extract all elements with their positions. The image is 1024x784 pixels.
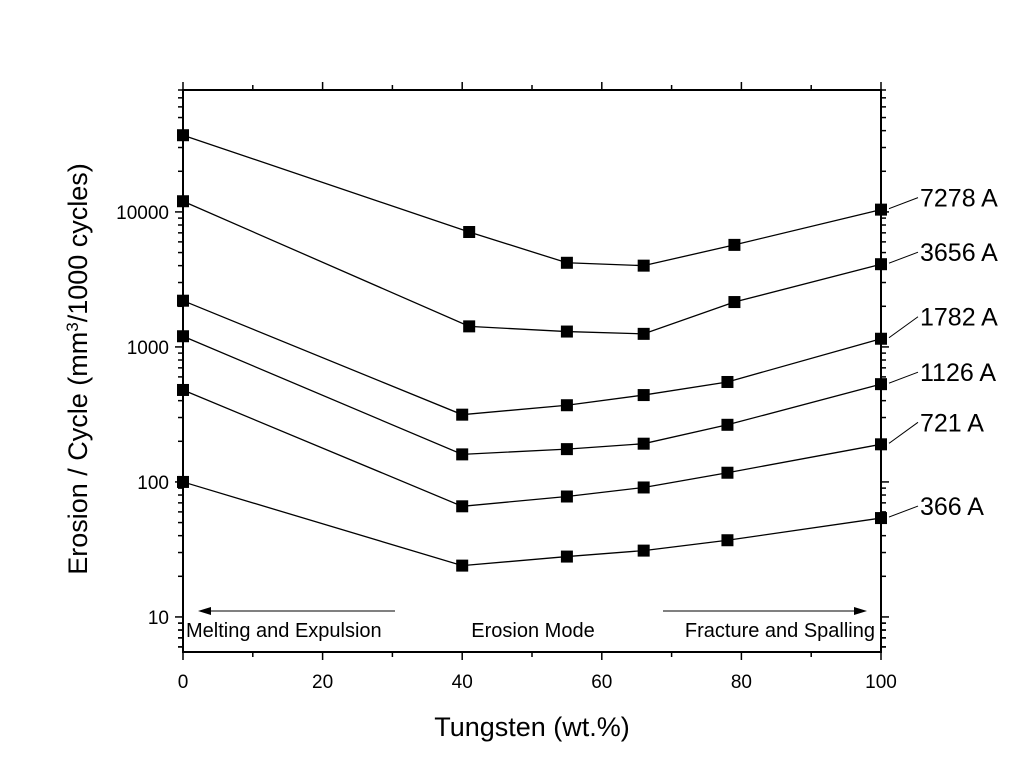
- annotation-melting-and-expulsion: Melting and Expulsion: [186, 620, 382, 642]
- data-point: [637, 481, 650, 494]
- series-366-a: [177, 475, 887, 572]
- data-point: [721, 466, 734, 479]
- left-arrow-head: [198, 607, 211, 615]
- x-axis: 0 20 40 60 80 100: [178, 82, 897, 693]
- x-tick-label: 60: [591, 672, 612, 693]
- x-axis-title: Tungsten (wt.%): [434, 712, 630, 742]
- y-tick-label: 1000: [127, 338, 169, 359]
- series-label: 366 A: [920, 493, 984, 521]
- series-line: [182, 335, 882, 456]
- series-label: 3656 A: [920, 239, 998, 267]
- data-point: [637, 389, 650, 402]
- data-point: [875, 378, 887, 391]
- data-point: [456, 408, 469, 421]
- y-axis-title-part-1: Erosion / Cycle (mm: [63, 332, 93, 575]
- right-arrow-head: [854, 607, 867, 615]
- y-axis-title-part-2: /1000 cycles): [63, 163, 93, 322]
- series-label-leader: [888, 251, 919, 264]
- data-point: [721, 534, 734, 547]
- series-label-leader: [888, 421, 919, 444]
- data-point: [456, 559, 469, 572]
- data-point: [875, 332, 887, 345]
- series-label: 721 A: [920, 409, 984, 437]
- series-line: [182, 481, 882, 567]
- series-label: 7278 A: [920, 185, 998, 213]
- data-point: [560, 490, 573, 503]
- data-point: [875, 258, 887, 271]
- data-point: [875, 438, 887, 451]
- data-point: [728, 296, 741, 309]
- data-point: [728, 238, 741, 251]
- series-line: [182, 134, 882, 267]
- x-tick-label: 80: [731, 672, 752, 693]
- data-point: [560, 399, 573, 412]
- data-point: [560, 550, 573, 563]
- plot-border: [182, 89, 882, 653]
- data-point: [560, 256, 573, 269]
- series-label: 1782 A: [920, 304, 998, 332]
- data-point: [177, 383, 189, 396]
- data-point: [637, 437, 650, 450]
- series-label-leader: [888, 316, 919, 339]
- series-1126-a: [177, 330, 887, 461]
- series-line: [182, 300, 882, 416]
- y-tick-label: 10: [148, 608, 169, 629]
- y-axis-title: Erosion / Cycle (mm3/1000 cycles): [63, 163, 94, 575]
- data-point: [637, 259, 650, 272]
- y-axis: 10 100 1000 10000: [116, 89, 889, 648]
- data-point: [637, 544, 650, 557]
- annotation-erosion-mode: Erosion Mode: [471, 620, 594, 642]
- series-1782-a: [177, 294, 887, 421]
- data-point: [177, 294, 189, 307]
- y-tick-label: 100: [137, 473, 169, 494]
- series-label-leader: [888, 505, 919, 518]
- series-3656-a: [177, 195, 887, 340]
- data-point: [177, 330, 189, 343]
- x-tick-label: 0: [178, 672, 189, 693]
- series-label-leader: [888, 197, 919, 210]
- data-point: [463, 320, 476, 333]
- data-point: [463, 226, 476, 239]
- series-721-a: [177, 383, 887, 513]
- series-label-leader: [888, 371, 919, 384]
- data-point: [875, 203, 887, 216]
- x-tick-label: 100: [865, 672, 897, 693]
- data-point: [177, 195, 189, 208]
- annotation-group: Melting and Expulsion Erosion Mode Fract…: [186, 607, 875, 642]
- plot-frame: [182, 89, 882, 653]
- data-point: [456, 448, 469, 461]
- series-line: [182, 389, 882, 507]
- x-tick-label: 20: [312, 672, 333, 693]
- data-point: [560, 443, 573, 456]
- data-point: [177, 129, 189, 142]
- series-labels: 7278 A 3656 A 1782 A 1126 A 721 A 366 A: [888, 185, 998, 521]
- data-point: [721, 418, 734, 431]
- annotation-fracture-and-spalling: Fracture and Spalling: [685, 620, 875, 642]
- y-tick-label: 10000: [116, 203, 169, 224]
- data-point: [721, 375, 734, 388]
- series-label: 1126 A: [920, 359, 996, 387]
- x-tick-label: 40: [452, 672, 473, 693]
- series-7278-a: [177, 129, 887, 272]
- data-point: [177, 475, 189, 488]
- data-point: [875, 512, 887, 525]
- data-point: [637, 327, 650, 340]
- series-group: [177, 129, 887, 572]
- y-axis-title-superscript: 3: [63, 322, 82, 331]
- data-point: [456, 500, 469, 513]
- data-point: [560, 325, 573, 338]
- series-line: [182, 200, 882, 335]
